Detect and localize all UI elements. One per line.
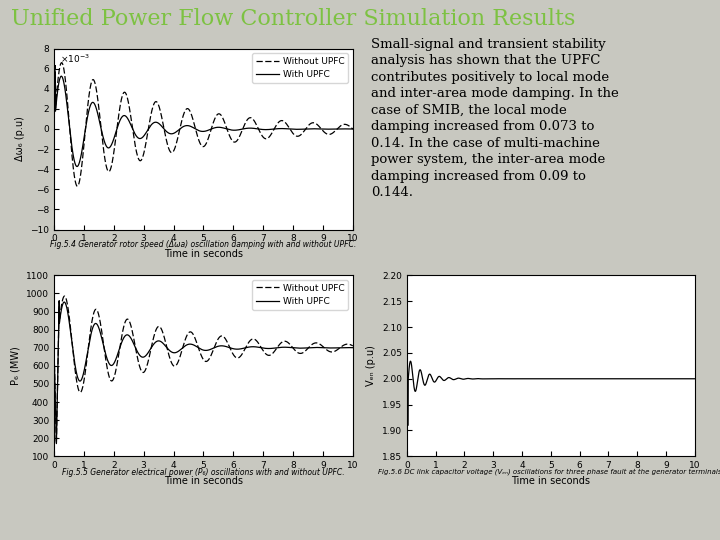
With UPFC xyxy=(73,163,81,170)
Without UPFC xyxy=(66,316,74,323)
Text: $\times 10^{-3}$: $\times 10^{-3}$ xyxy=(60,52,90,65)
With UPFC xyxy=(340,126,348,132)
Without UPFC xyxy=(340,121,348,127)
With UPFC xyxy=(55,298,63,304)
Line: Without UPFC: Without UPFC xyxy=(54,296,353,443)
With UPFC xyxy=(285,344,294,350)
With UPFC xyxy=(348,345,357,351)
With UPFC xyxy=(65,123,73,130)
Without UPFC xyxy=(73,183,81,190)
With UPFC xyxy=(52,440,60,447)
With UPFC xyxy=(340,126,348,132)
Legend: Without UPFC, With UPFC: Without UPFC, With UPFC xyxy=(252,280,348,309)
Line: Without UPFC: Without UPFC xyxy=(54,63,353,186)
With UPFC xyxy=(195,127,204,134)
With UPFC xyxy=(348,126,357,132)
Without UPFC xyxy=(50,345,58,351)
Without UPFC xyxy=(195,348,204,354)
Line: With UPFC: With UPFC xyxy=(54,75,353,166)
Without UPFC xyxy=(60,293,69,299)
Without UPFC xyxy=(65,122,73,129)
With UPFC xyxy=(50,126,58,132)
With UPFC xyxy=(187,341,196,348)
Without UPFC xyxy=(285,341,294,347)
Without UPFC xyxy=(340,121,348,127)
With UPFC xyxy=(50,345,58,351)
With UPFC xyxy=(340,345,348,351)
With UPFC xyxy=(66,321,74,327)
X-axis label: Time in seconds: Time in seconds xyxy=(511,476,590,485)
Y-axis label: P₆ (MW): P₆ (MW) xyxy=(11,347,21,385)
Without UPFC xyxy=(187,112,196,119)
Line: With UPFC: With UPFC xyxy=(54,301,353,443)
With UPFC xyxy=(187,124,196,130)
Without UPFC xyxy=(348,343,357,349)
Without UPFC xyxy=(50,126,58,132)
With UPFC xyxy=(285,126,294,132)
Without UPFC xyxy=(340,342,348,348)
Text: Fig.5.5 Generator electrical power (P₆) oscillations with and without UPFC.: Fig.5.5 Generator electrical power (P₆) … xyxy=(62,468,345,477)
With UPFC xyxy=(340,345,348,351)
Without UPFC xyxy=(195,139,204,145)
Y-axis label: Δω₆ (p.u): Δω₆ (p.u) xyxy=(14,117,24,161)
Without UPFC xyxy=(58,59,66,66)
Without UPFC xyxy=(285,125,294,132)
Legend: Without UPFC, With UPFC: Without UPFC, With UPFC xyxy=(252,53,348,83)
With UPFC xyxy=(195,345,204,352)
Y-axis label: Vₑₙ (p.u): Vₑₙ (p.u) xyxy=(366,346,377,386)
Without UPFC xyxy=(348,126,357,132)
Text: Small-signal and transient stability
analysis has shown that the UPFC
contribute: Small-signal and transient stability ana… xyxy=(371,38,618,199)
Without UPFC xyxy=(52,440,60,447)
With UPFC xyxy=(51,71,60,78)
Text: Fig.5.6 DC link capacitor voltage (Vₑₙ) oscillations for three phase fault at th: Fig.5.6 DC link capacitor voltage (Vₑₙ) … xyxy=(378,468,720,475)
Without UPFC xyxy=(340,342,348,348)
Without UPFC xyxy=(187,329,196,336)
Text: Fig.5.4 Generator rotor speed (Δωa) oscillation damping with and without UPFC.: Fig.5.4 Generator rotor speed (Δωa) osci… xyxy=(50,240,356,249)
X-axis label: Time in seconds: Time in seconds xyxy=(164,476,243,485)
X-axis label: Time in seconds: Time in seconds xyxy=(164,249,243,259)
Text: Unified Power Flow Controller Simulation Results: Unified Power Flow Controller Simulation… xyxy=(11,8,575,30)
